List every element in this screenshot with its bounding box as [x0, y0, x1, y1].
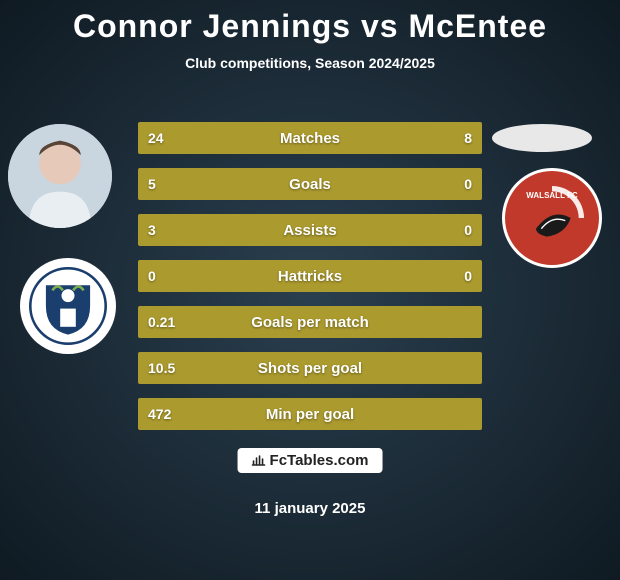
stat-row: 5 Goals 0: [138, 168, 482, 200]
stat-label: Min per goal: [266, 406, 354, 423]
stat-bars: 24 Matches 8 5 Goals 0 3 Assists 0 0 Hat…: [138, 122, 482, 444]
stat-right-value: 8: [464, 130, 472, 146]
stat-row: 3 Assists 0: [138, 214, 482, 246]
player-right-avatar-placeholder: [492, 124, 592, 152]
club-crest-right: WALSALL FC: [502, 168, 602, 268]
stat-left-value: 0.21: [148, 314, 175, 330]
stat-label: Matches: [280, 130, 340, 147]
walsall-crest-icon: WALSALL FC: [512, 178, 592, 258]
club-crest-left: [20, 258, 116, 354]
stat-row: 24 Matches 8: [138, 122, 482, 154]
player-left-avatar: [8, 124, 112, 228]
stat-left-value: 3: [148, 222, 156, 238]
svg-text:WALSALL FC: WALSALL FC: [526, 191, 578, 200]
stat-left-value: 10.5: [148, 360, 175, 376]
stat-label: Assists: [283, 222, 336, 239]
stat-left-value: 24: [148, 130, 164, 146]
stat-left-value: 0: [148, 268, 156, 284]
stat-right-value: 0: [464, 222, 472, 238]
stat-label: Goals per match: [251, 314, 369, 331]
stat-row: 472 Min per goal: [138, 398, 482, 430]
stat-label: Hattricks: [278, 268, 342, 285]
stat-row: 0.21 Goals per match: [138, 306, 482, 338]
stat-row: 0 Hattricks 0: [138, 260, 482, 292]
page-title: Connor Jennings vs McEntee: [0, 0, 620, 45]
stat-right-value: 0: [464, 176, 472, 192]
stat-left-value: 472: [148, 406, 171, 422]
date-text: 11 january 2025: [255, 500, 366, 517]
tranmere-crest-icon: [29, 267, 107, 345]
stat-label: Goals: [289, 176, 331, 193]
brand-text: FcTables.com: [270, 452, 369, 469]
stat-right-value: 0: [464, 268, 472, 284]
chart-icon: [252, 452, 266, 469]
stat-label: Shots per goal: [258, 360, 362, 377]
page-subtitle: Club competitions, Season 2024/2025: [0, 55, 620, 71]
stat-row: 10.5 Shots per goal: [138, 352, 482, 384]
infographic-container: Connor Jennings vs McEntee Club competit…: [0, 0, 620, 580]
avatar-placeholder-icon: [8, 124, 112, 228]
stat-left-value: 5: [148, 176, 156, 192]
brand-badge: FcTables.com: [238, 448, 383, 473]
